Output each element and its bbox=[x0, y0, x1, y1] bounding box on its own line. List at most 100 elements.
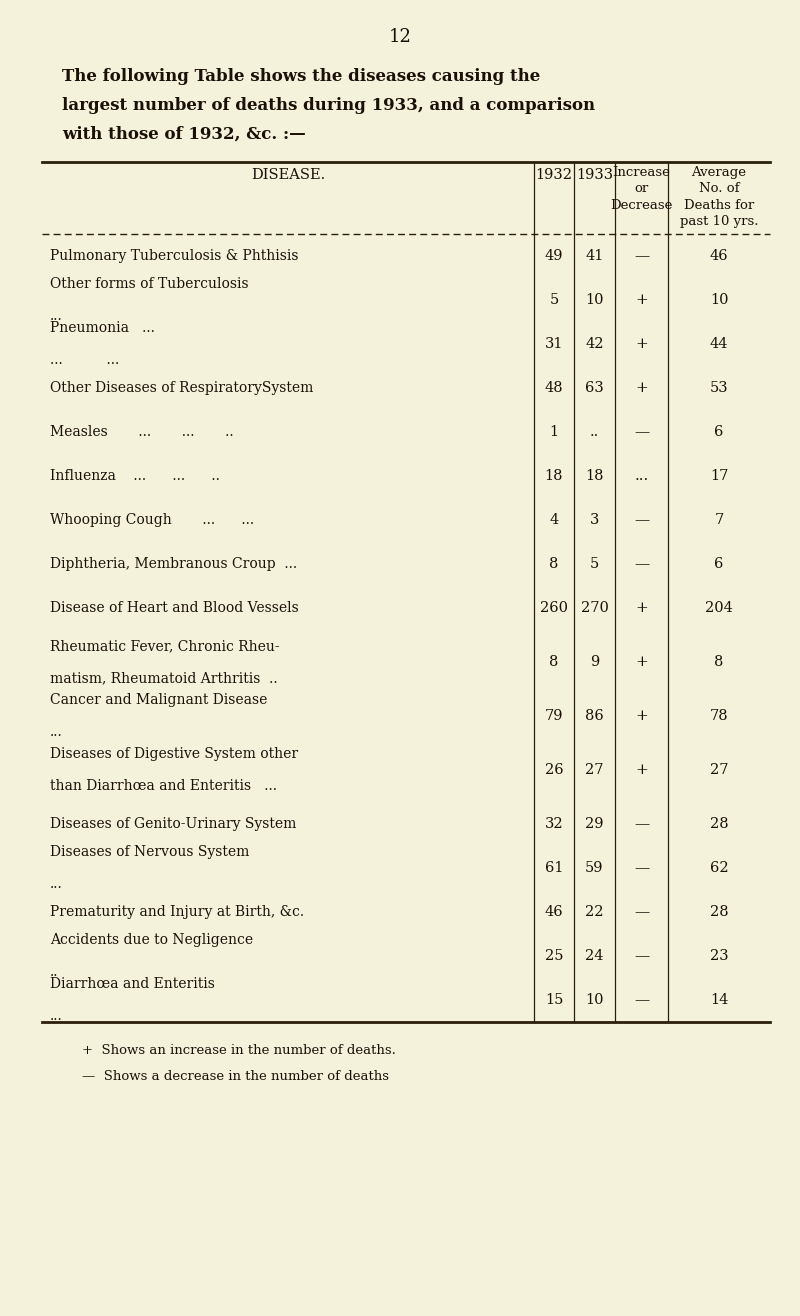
Text: 79: 79 bbox=[545, 709, 563, 722]
Text: matism, Rheumatoid Arthritis  ..: matism, Rheumatoid Arthritis .. bbox=[50, 671, 278, 686]
Text: ..: .. bbox=[590, 425, 599, 440]
Text: 23: 23 bbox=[710, 949, 728, 963]
Text: Prematurity and Injury at Birth, &c.: Prematurity and Injury at Birth, &c. bbox=[50, 905, 304, 919]
Text: ...: ... bbox=[50, 309, 62, 322]
Text: Diseases of Nervous System: Diseases of Nervous System bbox=[50, 845, 250, 859]
Text: 10: 10 bbox=[586, 994, 604, 1007]
Text: Diarrhœa and Enteritis: Diarrhœa and Enteritis bbox=[50, 976, 215, 991]
Text: +  Shows an increase in the number of deaths.: + Shows an increase in the number of dea… bbox=[82, 1044, 396, 1057]
Text: largest number of deaths during 1933, and a comparison: largest number of deaths during 1933, an… bbox=[62, 97, 595, 114]
Text: Whooping Cough       ...      ...: Whooping Cough ... ... bbox=[50, 513, 254, 526]
Text: ..: .. bbox=[50, 965, 58, 979]
Text: Increase
or
Decrease: Increase or Decrease bbox=[610, 166, 673, 212]
Text: The following Table shows the diseases causing the: The following Table shows the diseases c… bbox=[62, 68, 540, 86]
Text: ...: ... bbox=[50, 1009, 62, 1023]
Text: Average
No. of
Deaths for
past 10 yrs.: Average No. of Deaths for past 10 yrs. bbox=[680, 166, 758, 229]
Text: 31: 31 bbox=[545, 337, 563, 351]
Text: 61: 61 bbox=[545, 861, 563, 875]
Text: 59: 59 bbox=[586, 861, 604, 875]
Text: 204: 204 bbox=[705, 601, 733, 615]
Text: Rheumatic Fever, Chronic Rheu-: Rheumatic Fever, Chronic Rheu- bbox=[50, 640, 280, 653]
Text: ...: ... bbox=[50, 876, 62, 891]
Text: +: + bbox=[635, 655, 648, 669]
Text: 17: 17 bbox=[710, 468, 728, 483]
Text: 32: 32 bbox=[545, 817, 563, 830]
Text: 270: 270 bbox=[581, 601, 609, 615]
Text: 1933: 1933 bbox=[576, 168, 613, 182]
Text: 12: 12 bbox=[389, 28, 411, 46]
Text: 7: 7 bbox=[714, 513, 724, 526]
Text: 42: 42 bbox=[586, 337, 604, 351]
Text: +: + bbox=[635, 293, 648, 307]
Text: +: + bbox=[635, 601, 648, 615]
Text: 4: 4 bbox=[550, 513, 558, 526]
Text: 53: 53 bbox=[710, 382, 728, 395]
Text: with those of 1932, &c. :—: with those of 1932, &c. :— bbox=[62, 126, 306, 143]
Text: 26: 26 bbox=[545, 763, 563, 776]
Text: 260: 260 bbox=[540, 601, 568, 615]
Text: 27: 27 bbox=[586, 763, 604, 776]
Text: —: — bbox=[634, 557, 649, 571]
Text: 41: 41 bbox=[586, 249, 604, 263]
Text: 18: 18 bbox=[586, 468, 604, 483]
Text: ...          ...: ... ... bbox=[50, 353, 119, 367]
Text: 28: 28 bbox=[710, 817, 728, 830]
Text: +: + bbox=[635, 337, 648, 351]
Text: 18: 18 bbox=[545, 468, 563, 483]
Text: 25: 25 bbox=[545, 949, 563, 963]
Text: —: — bbox=[634, 513, 649, 526]
Text: +: + bbox=[635, 763, 648, 776]
Text: —: — bbox=[634, 905, 649, 919]
Text: 1932: 1932 bbox=[535, 168, 573, 182]
Text: 63: 63 bbox=[585, 382, 604, 395]
Text: +: + bbox=[635, 709, 648, 722]
Text: Influenza    ...      ...      ..: Influenza ... ... .. bbox=[50, 468, 220, 483]
Text: 15: 15 bbox=[545, 994, 563, 1007]
Text: ...: ... bbox=[50, 725, 62, 740]
Text: —: — bbox=[634, 994, 649, 1007]
Text: 29: 29 bbox=[586, 817, 604, 830]
Text: ...: ... bbox=[634, 468, 649, 483]
Text: +: + bbox=[635, 382, 648, 395]
Text: —: — bbox=[634, 949, 649, 963]
Text: 49: 49 bbox=[545, 249, 563, 263]
Text: 22: 22 bbox=[586, 905, 604, 919]
Text: Other Diseases of RespiratorySystem: Other Diseases of RespiratorySystem bbox=[50, 382, 314, 395]
Text: Pulmonary Tuberculosis & Phthisis: Pulmonary Tuberculosis & Phthisis bbox=[50, 249, 298, 263]
Text: 44: 44 bbox=[710, 337, 728, 351]
Text: 14: 14 bbox=[710, 994, 728, 1007]
Text: Diseases of Digestive System other: Diseases of Digestive System other bbox=[50, 747, 298, 761]
Text: Pneumonia   ...: Pneumonia ... bbox=[50, 321, 155, 336]
Text: 6: 6 bbox=[714, 425, 724, 440]
Text: —: — bbox=[634, 249, 649, 263]
Text: 10: 10 bbox=[710, 293, 728, 307]
Text: 46: 46 bbox=[710, 249, 728, 263]
Text: Diphtheria, Membranous Croup  ...: Diphtheria, Membranous Croup ... bbox=[50, 557, 297, 571]
Text: Cancer and Malignant Disease: Cancer and Malignant Disease bbox=[50, 694, 267, 707]
Text: Accidents due to Negligence: Accidents due to Negligence bbox=[50, 933, 253, 948]
Text: than Diarrhœa and Enteritis   ...: than Diarrhœa and Enteritis ... bbox=[50, 779, 277, 794]
Text: —: — bbox=[634, 817, 649, 830]
Text: 46: 46 bbox=[545, 905, 563, 919]
Text: 24: 24 bbox=[586, 949, 604, 963]
Text: 3: 3 bbox=[590, 513, 599, 526]
Text: 8: 8 bbox=[714, 655, 724, 669]
Text: —: — bbox=[634, 425, 649, 440]
Text: Other forms of Tuberculosis: Other forms of Tuberculosis bbox=[50, 276, 249, 291]
Text: 1: 1 bbox=[550, 425, 558, 440]
Text: 48: 48 bbox=[545, 382, 563, 395]
Text: 27: 27 bbox=[710, 763, 728, 776]
Text: 5: 5 bbox=[550, 293, 558, 307]
Text: Diseases of Genito-Urinary System: Diseases of Genito-Urinary System bbox=[50, 817, 296, 830]
Text: Measles       ...       ...       ..: Measles ... ... .. bbox=[50, 425, 234, 440]
Text: 8: 8 bbox=[550, 557, 558, 571]
Text: 8: 8 bbox=[550, 655, 558, 669]
Text: 78: 78 bbox=[710, 709, 728, 722]
Text: DISEASE.: DISEASE. bbox=[251, 168, 325, 182]
Text: 5: 5 bbox=[590, 557, 599, 571]
Text: 6: 6 bbox=[714, 557, 724, 571]
Text: 28: 28 bbox=[710, 905, 728, 919]
Text: 10: 10 bbox=[586, 293, 604, 307]
Text: 62: 62 bbox=[710, 861, 728, 875]
Text: —  Shows a decrease in the number of deaths: — Shows a decrease in the number of deat… bbox=[82, 1070, 389, 1083]
